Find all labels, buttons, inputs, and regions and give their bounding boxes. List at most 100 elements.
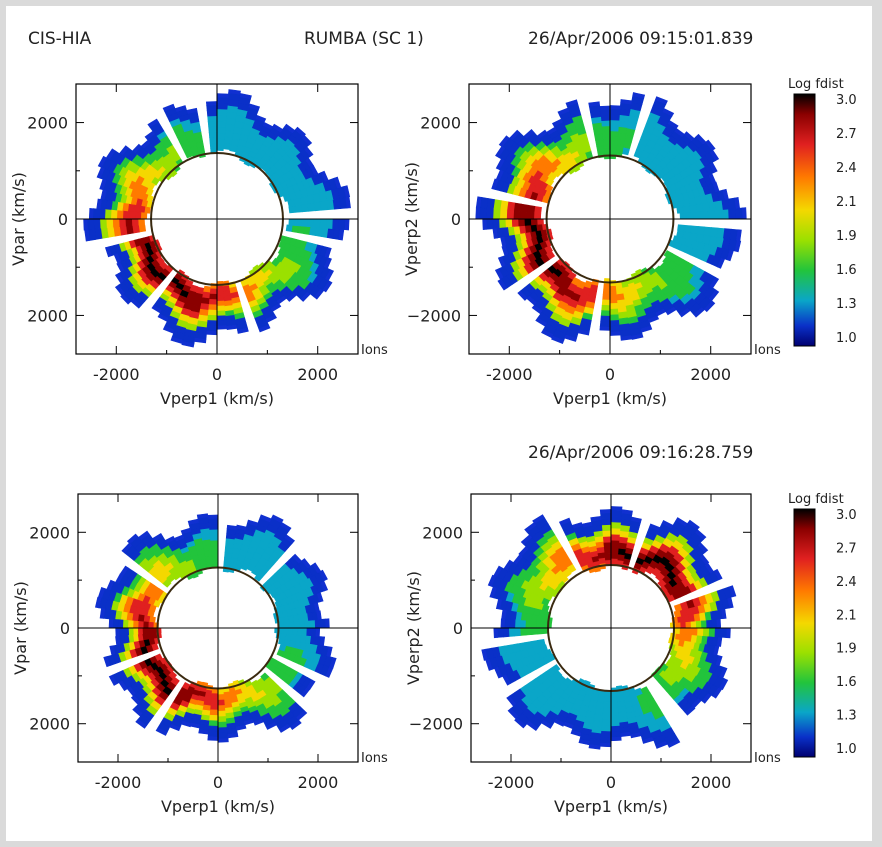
heatmap-cell xyxy=(675,621,682,629)
heatmap-cell xyxy=(677,224,686,232)
heatmap-cell xyxy=(319,618,327,629)
heatmap-cell xyxy=(320,170,329,182)
colorbar-tick-label: 1.3 xyxy=(836,709,857,724)
heatmap-cell xyxy=(716,618,722,629)
heatmap-cell xyxy=(541,719,553,729)
heatmap-cell xyxy=(601,524,612,532)
heatmap-cell xyxy=(535,621,542,629)
heatmap-cell xyxy=(118,627,125,637)
heatmap-cell xyxy=(314,619,321,629)
heatmap-cell xyxy=(715,655,723,667)
heatmap-cell xyxy=(258,324,271,333)
x-tick-label: 0 xyxy=(213,773,223,792)
x-tick-label: 2000 xyxy=(297,365,338,384)
heatmap-cell xyxy=(485,658,493,671)
heatmap-cell xyxy=(517,218,525,228)
heatmap-cell xyxy=(734,240,742,253)
heatmap-cell xyxy=(187,518,199,525)
heatmap-cell xyxy=(278,627,285,634)
y-axis-label: Vperp2 (km/s) xyxy=(404,571,423,685)
heatmap-cell xyxy=(590,515,602,522)
heatmap-cell xyxy=(86,218,95,231)
heatmap-cell xyxy=(530,218,538,226)
y-tick-label: 0 xyxy=(451,210,461,229)
heatmap-cell xyxy=(679,627,687,635)
heatmap-cell xyxy=(126,533,139,545)
y-tick-label: 2000 xyxy=(29,715,70,734)
heatmap-cell xyxy=(481,648,488,661)
heatmap-cell xyxy=(208,720,219,727)
heatmap-cell xyxy=(108,618,114,629)
heatmap-cell xyxy=(713,568,723,581)
heatmap-cell xyxy=(736,229,742,242)
heatmap-cell xyxy=(216,290,225,297)
heatmap-cell xyxy=(147,621,154,629)
heatmap-cell xyxy=(151,627,157,634)
heatmap-cell xyxy=(600,518,612,526)
heatmap-cell xyxy=(610,725,621,733)
heatmap-cell xyxy=(706,619,713,629)
heatmap-cell xyxy=(271,514,284,524)
heatmap-cell xyxy=(714,627,722,638)
heatmap-cell xyxy=(292,553,302,564)
y-tick-label: 0 xyxy=(60,619,70,638)
heatmap-cell xyxy=(519,627,527,636)
heatmap-cell xyxy=(288,218,296,226)
heatmap-cell xyxy=(654,96,668,105)
y-tick-label: 2000 xyxy=(29,523,70,542)
heatmap-cell xyxy=(343,185,351,198)
heatmap-cell xyxy=(489,586,497,599)
heatmap-cell xyxy=(609,136,618,143)
heatmap-cell xyxy=(487,574,497,587)
heatmap-cell xyxy=(115,635,121,646)
x-tick-label: -2000 xyxy=(95,773,142,792)
heatmap-cell xyxy=(207,514,219,519)
heatmap-cell xyxy=(603,547,612,555)
heatmap-cell xyxy=(209,288,218,295)
heatmap-cell xyxy=(140,212,148,220)
heatmap-cell xyxy=(620,99,633,105)
heatmap-cell xyxy=(207,517,219,525)
heatmap-cell xyxy=(137,627,143,636)
heatmap-cell xyxy=(211,556,219,563)
heatmap-cell xyxy=(673,627,681,635)
heatmap-cell xyxy=(128,211,136,220)
heatmap-cell xyxy=(609,285,617,293)
heatmap-cell xyxy=(609,108,621,116)
heatmap-cell xyxy=(485,208,494,220)
heatmap-cell xyxy=(649,523,661,532)
panel-top-right: -2000 0 2000 2000 0 −2000 Vperp1 (km/s) Vperp2 … xyxy=(402,83,781,408)
heatmap-cell xyxy=(500,618,506,629)
heatmap-cell xyxy=(492,228,499,239)
y-axis-label: Vpar (km/s) xyxy=(9,172,28,266)
heatmap-cell xyxy=(610,533,620,541)
heatmap-cell xyxy=(712,181,720,193)
x-tick-label: 0 xyxy=(606,773,616,792)
heatmap-cell xyxy=(494,667,503,679)
x-axis-label: Vperp1 (km/s) xyxy=(554,797,668,816)
heatmap-cell xyxy=(602,535,612,543)
time-label-top: 26/Apr/2006 09:15:01.839 xyxy=(528,29,753,49)
heatmap-cell xyxy=(602,707,612,715)
heatmap-cell xyxy=(208,725,219,733)
heatmap-cell xyxy=(647,315,660,323)
heatmap-cell xyxy=(326,646,333,658)
x-tick-label: -2000 xyxy=(486,365,533,384)
heatmap-cell xyxy=(640,325,653,333)
heatmap-cell xyxy=(124,218,133,227)
colorbar-tick-label: 1.6 xyxy=(836,675,857,690)
y-axis-label: Vpar (km/s) xyxy=(11,581,30,675)
heatmap-cell xyxy=(524,620,532,629)
heatmap-cell xyxy=(685,627,693,636)
heatmap-cell xyxy=(169,723,181,732)
heatmap-cell xyxy=(329,657,337,669)
x-tick-label: -2000 xyxy=(93,365,140,384)
species-label: Ions xyxy=(754,751,781,766)
heatmap-cell xyxy=(123,627,130,637)
heatmap-cell xyxy=(609,291,618,299)
x-tick-label: 0 xyxy=(605,365,615,384)
heatmap-cell xyxy=(324,269,335,281)
heatmap-cell xyxy=(524,522,537,533)
panel-bottom-right: -2000 0 2000 2000 0 −2000 Vperp1 (km/s) Vperp2 … xyxy=(404,493,781,816)
